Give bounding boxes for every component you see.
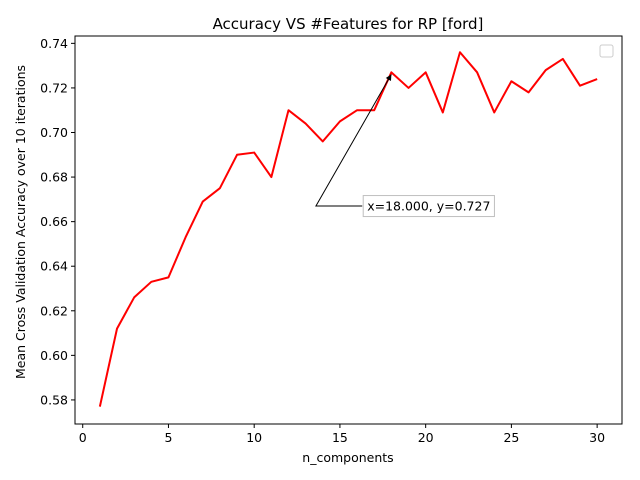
y-tick-label: 0.66 xyxy=(40,214,68,229)
series-line xyxy=(98,51,598,407)
x-tick-label: 10 xyxy=(246,430,262,445)
annotation-label: x=18.000, y=0.727 xyxy=(367,199,490,214)
y-tick-label: 0.72 xyxy=(40,80,68,95)
y-tick-label: 0.70 xyxy=(40,125,68,140)
x-axis-label: n_components xyxy=(302,450,393,465)
y-tick-label: 0.68 xyxy=(40,170,68,185)
y-tick-label: 0.62 xyxy=(40,303,68,318)
x-tick-label: 5 xyxy=(164,430,172,445)
x-tick-label: 30 xyxy=(589,430,605,445)
plot-area: 0 5 10 15 20 25 30 0.58 0.60 0.62 0.64 0.66 0.68 0.70… xyxy=(40,35,623,445)
x-tick-label: 20 xyxy=(418,430,434,445)
y-tick-label: 0.58 xyxy=(40,392,68,407)
annotation-arrowhead xyxy=(385,74,392,82)
annotation-box xyxy=(362,195,495,218)
plot-frame xyxy=(74,35,623,425)
y-tick-label: 0.60 xyxy=(40,348,68,363)
y-tick-label: 0.64 xyxy=(40,259,68,274)
y-axis-label: Mean Cross Validation Accuracy over 10 i… xyxy=(13,65,28,379)
legend-box xyxy=(599,44,614,58)
x-tick-label: 0 xyxy=(79,430,87,445)
annotation-arrow xyxy=(315,74,392,207)
x-tick-label: 15 xyxy=(332,430,348,445)
chart-title: Accuracy VS #Features for RP [ford] xyxy=(213,15,484,33)
y-tick-label: 0.74 xyxy=(40,36,68,51)
x-tick-label: 25 xyxy=(503,430,519,445)
